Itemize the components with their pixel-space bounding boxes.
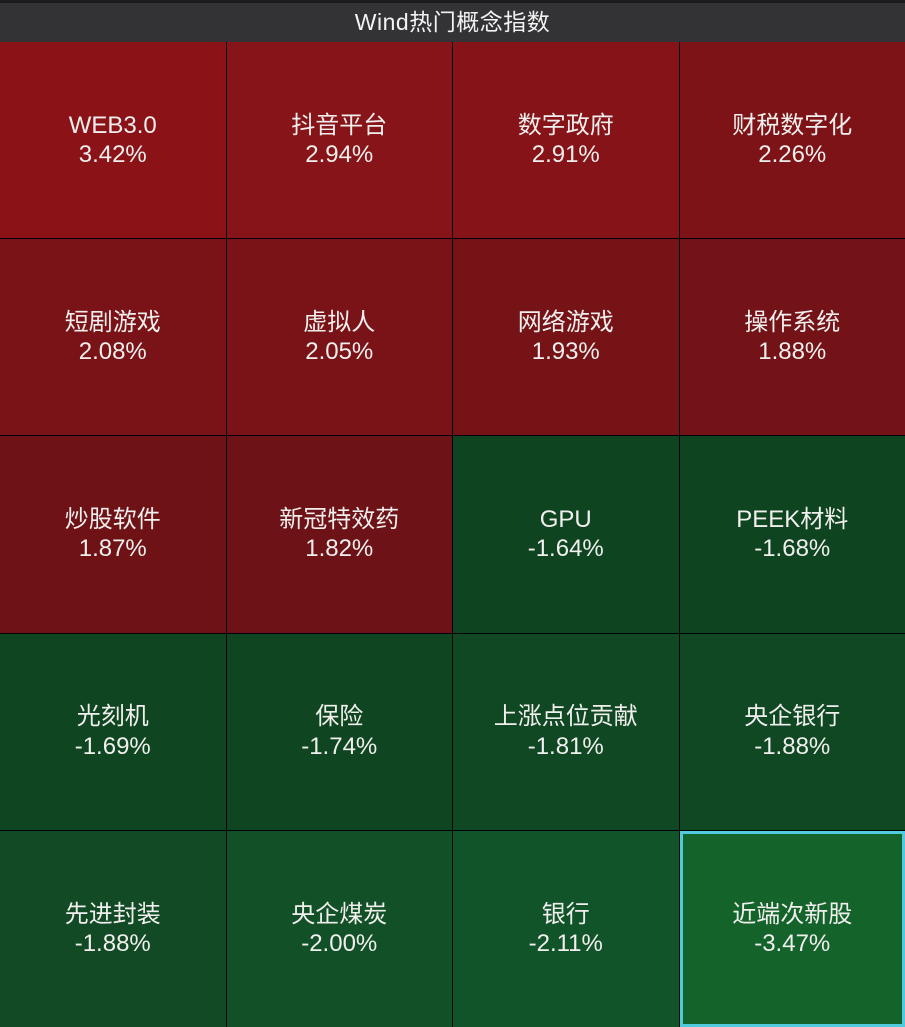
heatmap-cell[interactable]: 新冠特效药 1.82% bbox=[226, 436, 452, 633]
heatmap-cell-label: GPU bbox=[539, 506, 592, 534]
heatmap-cell-value: -1.68% bbox=[754, 535, 831, 563]
heatmap-cell[interactable]: 财税数字化 2.26% bbox=[679, 42, 905, 239]
heatmap-cell-label: 上涨点位贡献 bbox=[493, 703, 638, 731]
heatmap-cell-label: 数字政府 bbox=[517, 111, 614, 139]
heatmap-cell-label: 网络游戏 bbox=[517, 309, 614, 337]
heatmap-cell-label: 抖音平台 bbox=[291, 111, 388, 139]
heatmap-cell[interactable]: 操作系统 1.88% bbox=[679, 239, 905, 436]
heatmap-cell-label: 炒股软件 bbox=[64, 506, 161, 534]
heatmap-cell-value: 2.26% bbox=[758, 141, 827, 169]
heatmap-cell[interactable]: 网络游戏 1.93% bbox=[453, 239, 679, 436]
heatmap-cell-value: -2.00% bbox=[301, 929, 378, 957]
page-title: Wind热门概念指数 bbox=[354, 9, 551, 35]
heatmap-cell-value: -1.88% bbox=[74, 929, 151, 957]
heatmap-cell-label: 光刻机 bbox=[76, 703, 149, 731]
heatmap-cell[interactable]: 银行 -2.11% bbox=[453, 830, 679, 1027]
heatmap-cell-value: -3.47% bbox=[754, 929, 831, 957]
heatmap-cell-label: 银行 bbox=[541, 900, 590, 928]
heatmap-cell[interactable]: 虚拟人 2.05% bbox=[226, 239, 452, 436]
heatmap-cell[interactable]: 近端次新股 -3.47% bbox=[679, 830, 905, 1027]
heatmap-cell-label: PEEK材料 bbox=[736, 506, 849, 534]
heatmap-cell-label: 新冠特效药 bbox=[279, 506, 400, 534]
heatmap-cell-value: -2.11% bbox=[528, 929, 603, 957]
heatmap-cell-value: 2.91% bbox=[531, 141, 600, 169]
heatmap-cell-value: 2.94% bbox=[305, 141, 374, 169]
heatmap-cell[interactable]: GPU -1.64% bbox=[453, 436, 679, 633]
heatmap-cell-label: 央企银行 bbox=[744, 703, 841, 731]
heatmap-cell-value: 1.93% bbox=[531, 338, 600, 366]
heatmap-cell[interactable]: 上涨点位贡献 -1.81% bbox=[453, 633, 679, 830]
heatmap-cell[interactable]: 短剧游戏 2.08% bbox=[0, 239, 226, 436]
heatmap-cell-value: 1.87% bbox=[78, 535, 147, 563]
heatmap-cell[interactable]: 保险 -1.74% bbox=[226, 633, 452, 830]
heatmap-cell-label: 财税数字化 bbox=[732, 111, 853, 139]
heatmap-cell-value: 3.42% bbox=[78, 141, 147, 169]
heatmap-cell[interactable]: 光刻机 -1.69% bbox=[0, 633, 226, 830]
heatmap-cell-value: 2.08% bbox=[78, 338, 147, 366]
heatmap-cell-label: 先进封装 bbox=[64, 900, 161, 928]
heatmap-cell[interactable]: PEEK材料 -1.68% bbox=[679, 436, 905, 633]
heatmap-cell-value: -1.88% bbox=[754, 732, 831, 760]
heatmap-cell-label: 保险 bbox=[315, 703, 364, 731]
heatmap-cell-value: -1.69% bbox=[74, 732, 151, 760]
heatmap-cell-label: 操作系统 bbox=[744, 309, 841, 337]
heatmap-cell[interactable]: 央企煤炭 -2.00% bbox=[226, 830, 452, 1027]
heatmap-cell-value: 1.88% bbox=[758, 338, 827, 366]
heatmap-cell[interactable]: 数字政府 2.91% bbox=[453, 42, 679, 239]
heatmap-grid: WEB3.0 3.42% 抖音平台 2.94% 数字政府 2.91% 财税数字化 2.26% 短… bbox=[0, 42, 905, 1027]
heatmap-cell-label: WEB3.0 bbox=[68, 111, 157, 139]
heatmap-cell-value: -1.64% bbox=[527, 535, 604, 563]
heatmap-cell-value: 2.05% bbox=[305, 338, 374, 366]
heatmap-cell-value: 1.82% bbox=[305, 535, 374, 563]
heatmap-cell[interactable]: WEB3.0 3.42% bbox=[0, 42, 226, 239]
heatmap-cell-label: 近端次新股 bbox=[732, 900, 853, 928]
heatmap-cell[interactable]: 央企银行 -1.88% bbox=[679, 633, 905, 830]
window-title-bar: Wind热门概念指数 bbox=[0, 0, 905, 42]
heatmap-cell-value: -1.74% bbox=[301, 732, 378, 760]
heatmap-cell-value: -1.81% bbox=[527, 732, 604, 760]
heatmap-cell[interactable]: 先进封装 -1.88% bbox=[0, 830, 226, 1027]
heatmap-cell-label: 短剧游戏 bbox=[64, 309, 161, 337]
heatmap-cell[interactable]: 炒股软件 1.87% bbox=[0, 436, 226, 633]
heatmap-cell[interactable]: 抖音平台 2.94% bbox=[226, 42, 452, 239]
heatmap-cell-label: 央企煤炭 bbox=[291, 900, 388, 928]
heatmap-cell-label: 虚拟人 bbox=[303, 309, 376, 337]
